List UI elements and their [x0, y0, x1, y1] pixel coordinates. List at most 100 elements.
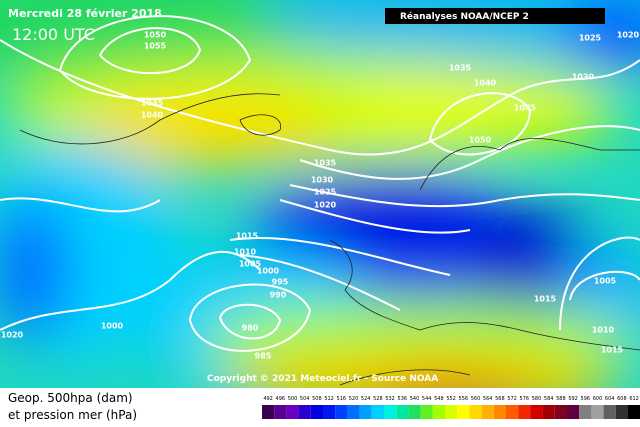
legend-subtitle: et pression mer (hPa): [8, 408, 137, 422]
legend-title: Geop. 500hpa (dam): [8, 391, 133, 405]
colorbar-label: 500: [288, 396, 298, 402]
map-source: Réanalyses NOAA/NCEP 2: [400, 11, 529, 22]
isobar-label: 1040: [474, 79, 497, 88]
colorbar-swatch: [371, 405, 384, 419]
colorbar-swatch: [408, 405, 421, 419]
colorbar-swatch: [347, 405, 360, 419]
isobar-label: 995: [272, 278, 289, 287]
colorbar-swatch: [554, 405, 567, 419]
colorbar-label: 548: [434, 396, 444, 402]
colorbar-swatch: [579, 405, 592, 419]
colorbar-swatch: [286, 405, 299, 419]
colorbar-swatch: [481, 405, 494, 419]
colorbar-label: 504: [300, 396, 310, 402]
isobars: [0, 15, 640, 352]
isobar-label: 1000: [101, 322, 124, 331]
colorbar-swatch: [396, 405, 409, 419]
colorbar-label: 552: [446, 396, 456, 402]
isobar-label: 1045: [514, 104, 537, 113]
colorbar-swatch: [518, 405, 531, 419]
isobar-label: 1040: [141, 111, 164, 120]
colorbar-swatch: [432, 405, 445, 419]
isobar-label: 1020: [617, 31, 640, 40]
colorbar-swatch: [567, 405, 580, 419]
isobar-label: 1015: [236, 232, 259, 241]
colorbar-label: 608: [617, 396, 627, 402]
colorbar-swatch: [615, 405, 628, 419]
colorbar-label: 492: [263, 396, 273, 402]
colorbar-label: 540: [410, 396, 420, 402]
isobar-label: 1035: [449, 64, 472, 73]
colorbar-label: 604: [605, 396, 615, 402]
colorbar-label: 516: [337, 396, 347, 402]
colorbar-swatch: [628, 405, 640, 419]
isobar-label: 1025: [579, 34, 602, 43]
isobar-label: 1035: [314, 159, 337, 168]
colorbar-swatch: [359, 405, 372, 419]
colorbar-swatch: [530, 405, 543, 419]
isobar-label: 1005: [594, 277, 617, 286]
colorbar-label: 572: [507, 396, 517, 402]
colorbar-swatch: [457, 405, 470, 419]
source-box: [385, 8, 605, 24]
colorbar-swatch: [603, 405, 616, 419]
colorbar-swatch: [445, 405, 458, 419]
colorbar-label: 532: [385, 396, 395, 402]
colorbar-label: 588: [556, 396, 566, 402]
isobar-label: 1000: [257, 267, 280, 276]
colorbar-swatch: [274, 405, 287, 419]
isobar-label: 1025: [314, 188, 337, 197]
isobar-label: 990: [270, 291, 287, 300]
isobar-label: 1020: [314, 201, 337, 210]
colorbar-label: 560: [471, 396, 481, 402]
copyright: Copyright © 2021 Meteociel.fr - Source N…: [207, 374, 438, 384]
colorbar-label: 520: [349, 396, 359, 402]
colorbar-label: 568: [495, 396, 505, 402]
colorbar-swatch: [506, 405, 519, 419]
colorbar-label: 596: [581, 396, 591, 402]
colorbar-label: 576: [520, 396, 530, 402]
colorbar-swatch: [310, 405, 323, 419]
colorbar: 492 496 500 504 508 512 516 520 524 528 532 536 540 5…: [262, 396, 640, 419]
isobar-label: 1015: [534, 295, 557, 304]
colorbar-swatch: [493, 405, 506, 419]
isobar-label: 980: [242, 324, 259, 333]
colorbar-label: 600: [593, 396, 603, 402]
title-block: Mercredi 28 février 2018 12:00 UTC Réana…: [8, 7, 605, 384]
colorbar-label: 564: [483, 396, 493, 402]
colorbar-label: 528: [373, 396, 383, 402]
isobar-label: 1050: [469, 136, 492, 145]
isobar-label: 1015: [601, 346, 624, 355]
colorbar-swatch: [323, 405, 336, 419]
colorbar-swatch: [298, 405, 311, 419]
isobar-label: 1010: [234, 248, 257, 257]
isobar-label: 985: [255, 352, 272, 361]
colorbar-swatch: [542, 405, 555, 419]
colorbar-swatch: [335, 405, 348, 419]
colorbar-swatch: [384, 405, 397, 419]
isobar-label: 1030: [311, 176, 334, 185]
map-time: 12:00 UTC: [12, 25, 95, 44]
isobar-label: 1050: [144, 31, 167, 40]
colorbar-label: 512: [324, 396, 334, 402]
colorbar-label: 556: [459, 396, 469, 402]
colorbar-label: 584: [544, 396, 554, 402]
map-date: Mercredi 28 février 2018: [8, 7, 162, 20]
colorbar-label: 612: [629, 396, 639, 402]
colorbar-label: 508: [312, 396, 322, 402]
colorbar-label: 536: [398, 396, 408, 402]
colorbar-swatch: [469, 405, 482, 419]
colorbar-label: 544: [422, 396, 432, 402]
coastlines: [19, 93, 640, 386]
isobar-label: 1020: [1, 331, 24, 340]
colorbar-label: 580: [532, 396, 542, 402]
colorbar-label: 524: [361, 396, 371, 402]
isobar-label: 1030: [572, 73, 595, 82]
colorbar-swatch: [420, 405, 433, 419]
isobar-label: 1010: [592, 326, 615, 335]
isobar-label: 1005: [239, 260, 262, 269]
colorbar-label: 592: [568, 396, 578, 402]
colorbar-swatch: [591, 405, 604, 419]
